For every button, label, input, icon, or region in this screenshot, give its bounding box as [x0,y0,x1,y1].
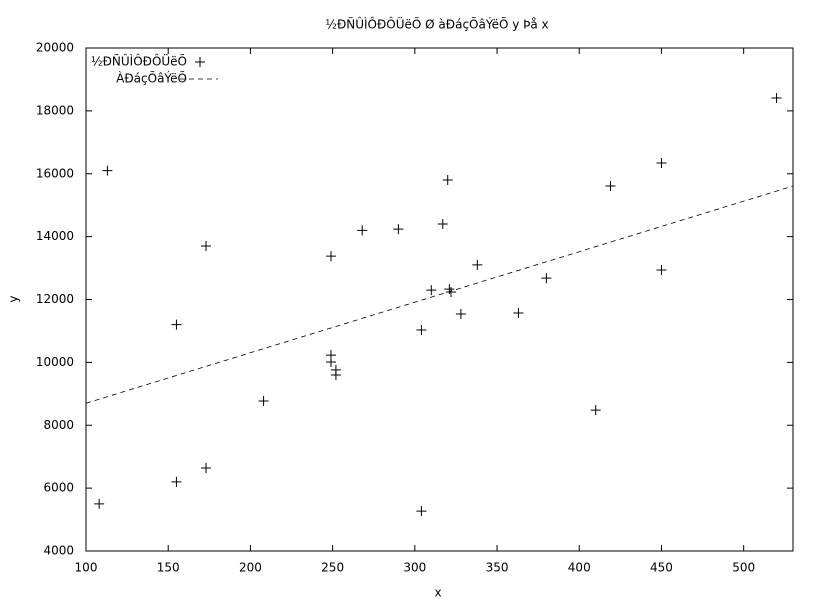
point [201,241,212,252]
point [416,324,427,335]
point [426,285,437,296]
point [444,284,455,295]
point [656,158,667,169]
y-tick-label: 6000 [43,481,74,495]
point [513,308,524,319]
x-tick-label: 200 [239,561,262,575]
x-tick-label: 350 [486,561,509,575]
point [590,405,601,416]
y-axis-label: y [7,295,21,302]
y-tick-label: 14000 [36,229,74,243]
point [171,476,182,487]
plot-frame [85,47,794,552]
point [437,219,448,230]
x-tick-label: 300 [403,561,426,575]
x-tick-label: 450 [650,561,673,575]
point [455,308,466,319]
x-tick-label: 100 [75,561,98,575]
x-tick-label: 400 [568,561,591,575]
legend-marker [195,57,205,67]
point [102,165,113,176]
point [771,92,782,103]
x-tick-label: 500 [732,561,755,575]
point [357,225,368,236]
y-tick-label: 10000 [36,355,74,369]
point [94,498,105,509]
y-tick-label: 4000 [43,544,74,558]
point [393,224,404,235]
point [416,506,427,517]
x-axis-label: x [434,586,441,600]
point [201,463,212,474]
point [472,259,483,270]
point [605,181,616,192]
y-tick-label: 20000 [36,41,74,55]
point [330,369,341,380]
point [171,319,182,330]
x-tick-label: 250 [321,561,344,575]
fit-line [85,185,794,404]
point [325,357,336,368]
y-tick-label: 12000 [36,292,74,306]
point [325,251,336,262]
y-tick-label: 16000 [36,166,74,180]
chart-title: ½ĐÑÛÌÔĐÔÜëÕ Ø àĐáçÕâÝëÕ y Þå x [325,16,548,32]
point [258,396,269,407]
point [442,175,453,186]
y-tick-label: 18000 [36,103,74,117]
y-tick-label: 8000 [43,418,74,432]
legend-label: ÀĐáçÕâÝëÕ [116,71,187,86]
legend-label: ½ĐÑÛÌÔĐÔÜëÕ [91,53,187,69]
point [656,264,667,275]
x-tick-label: 150 [157,561,180,575]
point [541,273,552,284]
